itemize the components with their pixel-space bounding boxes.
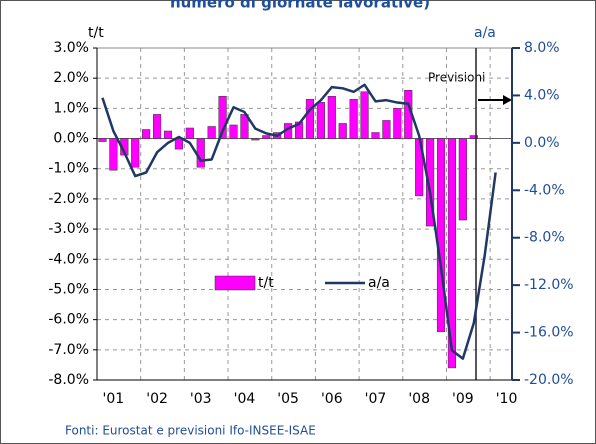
bar [305,99,315,139]
y2-tick-label: -16.0% [524,325,574,341]
bar [262,135,271,139]
bar [371,132,380,139]
y-tick-label: -1.0% [48,161,89,177]
bar [469,135,478,139]
bar [360,91,369,139]
bar [98,138,107,142]
bar [426,138,435,227]
y-tick-label: -5.0% [48,281,89,297]
y2-tick-label: -20.0% [524,372,574,388]
bar [382,120,391,139]
y-tick-label: -7.0% [48,342,89,358]
y-tick-label: -6.0% [48,312,89,328]
chart-title: numero di giornate lavorative) [170,0,430,12]
legend-label: a/a [368,275,390,291]
y2-tick-label: 0.0% [524,135,560,151]
y2-tick-label: 8.0% [524,40,560,56]
x-tick-label: '01 [103,391,125,407]
x-tick-label: '05 [277,391,299,407]
annotation: Previsioni [428,71,485,85]
bar [207,126,216,139]
bar [229,124,238,139]
bar [338,123,347,139]
x-tick-label: '02 [146,391,168,407]
x-tick-label: '07 [365,391,387,407]
y-tick-label: -3.0% [48,221,89,237]
line [101,83,497,360]
y-tick-label: 2.0% [53,70,89,86]
bar [240,114,249,139]
bar [152,114,162,139]
y2-tick-label: -8.0% [524,230,565,246]
y2-tick-label: 4.0% [524,87,560,103]
bar [349,99,358,139]
bar [218,96,227,139]
y-tick-label: -4.0% [48,251,89,267]
x-tick-label: '08 [408,391,430,407]
bar [163,130,173,139]
bar [185,127,194,139]
x-tick-label: '04 [234,391,256,407]
bar [196,138,205,168]
legend-swatch [214,275,256,291]
x-tick-label: '09 [452,391,474,407]
y-tick-label: -8.0% [48,372,89,388]
y-tick-label: 3.0% [53,40,89,56]
y2-tick-label: -12.0% [524,277,574,293]
y-tick-label: 1.0% [53,100,89,116]
y-tick-label: 0.0% [53,131,89,147]
x-tick-label: '03 [190,391,212,407]
bar [436,138,446,332]
y2-axis-label: a/a [474,25,496,41]
bar [327,96,336,139]
bar [109,138,118,171]
arrow-head [503,95,512,105]
bar [131,138,140,168]
bar [251,138,260,141]
bar [458,138,467,221]
bar [316,102,325,139]
legend-label: t/t [258,275,274,291]
bar [174,138,183,150]
x-tick-label: '10 [496,391,518,407]
source: Fonti: Eurostat e previsioni Ifo-INSEE-I… [65,424,316,438]
bar [142,129,151,139]
bar [447,138,457,369]
y-axis-label: t/t [88,25,104,41]
y2-tick-label: -4.0% [524,182,565,198]
bar [393,108,402,139]
y-tick-label: -2.0% [48,191,89,207]
x-tick-label: '06 [321,391,343,407]
